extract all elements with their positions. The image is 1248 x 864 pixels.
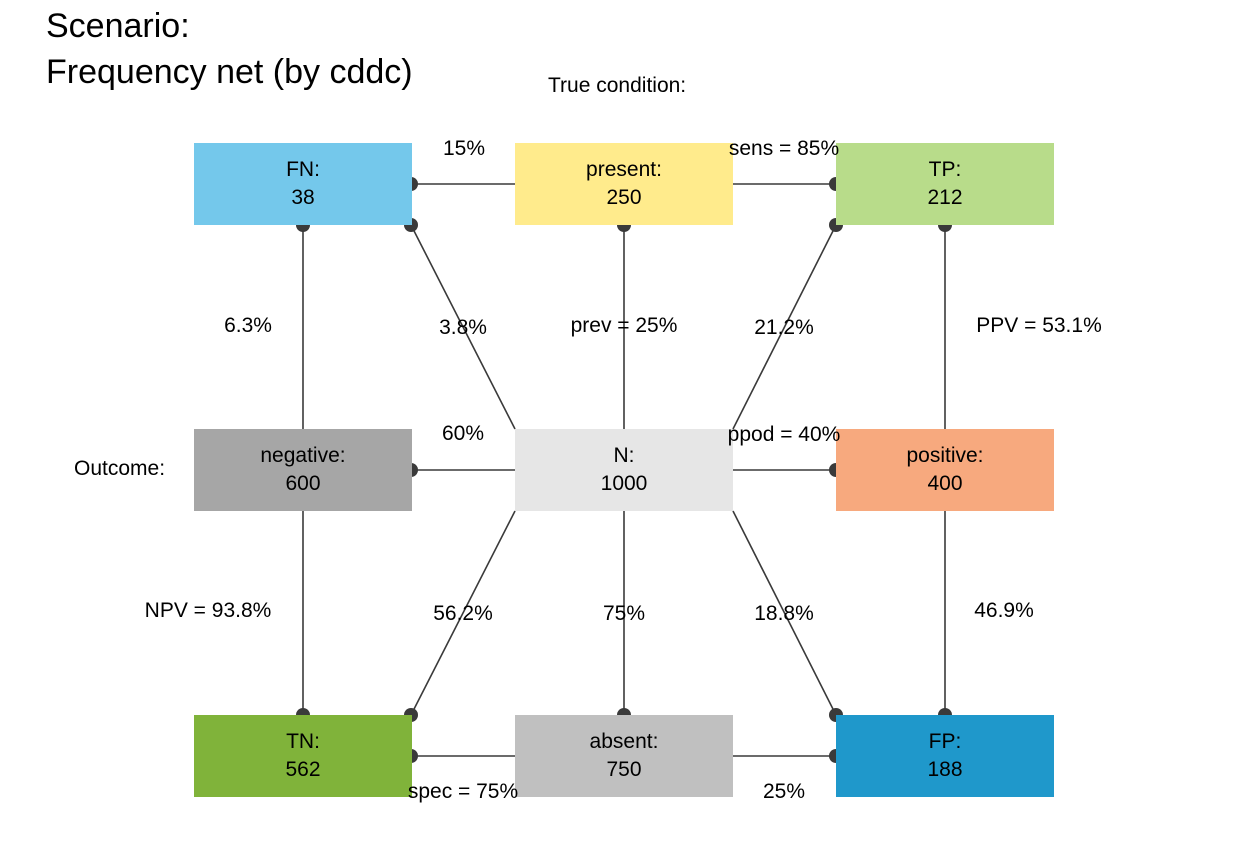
present-box: present: 250 bbox=[515, 143, 733, 225]
fp-box-value: 188 bbox=[927, 758, 963, 781]
fp-box: FP: 188 bbox=[836, 715, 1054, 797]
tp-box-value: 212 bbox=[927, 186, 963, 209]
absent-share-label: 75% bbox=[602, 602, 646, 625]
fp-rate-label: 25% bbox=[762, 780, 806, 803]
true-condition-caption: True condition: bbox=[548, 74, 687, 97]
fn-share-n-label: 3.8% bbox=[439, 316, 487, 339]
specificity-label: spec = 75% bbox=[407, 780, 519, 803]
present-box-value: 250 bbox=[606, 186, 642, 209]
npv-label: NPV = 93.8% bbox=[144, 599, 272, 622]
fp-share-positive-label: 46.9% bbox=[974, 599, 1034, 622]
tp-box-name: TP: bbox=[928, 158, 962, 181]
absent-box-value: 750 bbox=[606, 758, 642, 781]
fn-box-value: 38 bbox=[291, 186, 315, 209]
n-box-value: 1000 bbox=[600, 472, 648, 495]
positive-box-value: 400 bbox=[927, 472, 963, 495]
scenario-title: Scenario: bbox=[46, 7, 190, 45]
edge-tp-n bbox=[732, 224, 837, 430]
negative-share-label: 60% bbox=[441, 422, 485, 445]
fn-share-negative-label: 6.3% bbox=[224, 314, 272, 337]
positive-box-name: positive: bbox=[906, 444, 984, 467]
edge-tn-n bbox=[410, 510, 516, 716]
fp-box-name: FP: bbox=[928, 730, 962, 753]
ppv-label: PPV = 53.1% bbox=[976, 314, 1102, 337]
edge-fn-n bbox=[410, 224, 516, 430]
n-box: N: 1000 bbox=[515, 429, 733, 511]
prevalence-label: prev = 25% bbox=[570, 314, 678, 337]
fp-share-n-label: 18.8% bbox=[754, 602, 814, 625]
negative-box: negative: 600 bbox=[194, 429, 412, 511]
outcome-caption: Outcome: bbox=[74, 457, 166, 480]
fn-box: FN: 38 bbox=[194, 143, 412, 225]
tp-share-n-label: 21.2% bbox=[754, 316, 814, 339]
fn-box-name: FN: bbox=[286, 158, 320, 181]
tp-box: TP: 212 bbox=[836, 143, 1054, 225]
frequency-net-title: Frequency net (by cddc) bbox=[46, 53, 413, 91]
tn-box-value: 562 bbox=[285, 758, 321, 781]
negative-box-value: 600 bbox=[285, 472, 321, 495]
tn-box: TN: 562 bbox=[194, 715, 412, 797]
present-box-name: present: bbox=[586, 158, 662, 181]
tn-share-n-label: 56.2% bbox=[433, 602, 493, 625]
fn-rate-label: 15% bbox=[442, 137, 486, 160]
tn-box-name: TN: bbox=[286, 730, 320, 753]
n-box-name: N: bbox=[613, 444, 635, 467]
sensitivity-label: sens = 85% bbox=[728, 137, 840, 160]
absent-box-name: absent: bbox=[589, 730, 659, 753]
negative-box-name: negative: bbox=[260, 444, 346, 467]
absent-box: absent: 750 bbox=[515, 715, 733, 797]
positive-box: positive: 400 bbox=[836, 429, 1054, 511]
edge-fp-n bbox=[732, 510, 837, 716]
ppod-label: ppod = 40% bbox=[727, 423, 841, 446]
